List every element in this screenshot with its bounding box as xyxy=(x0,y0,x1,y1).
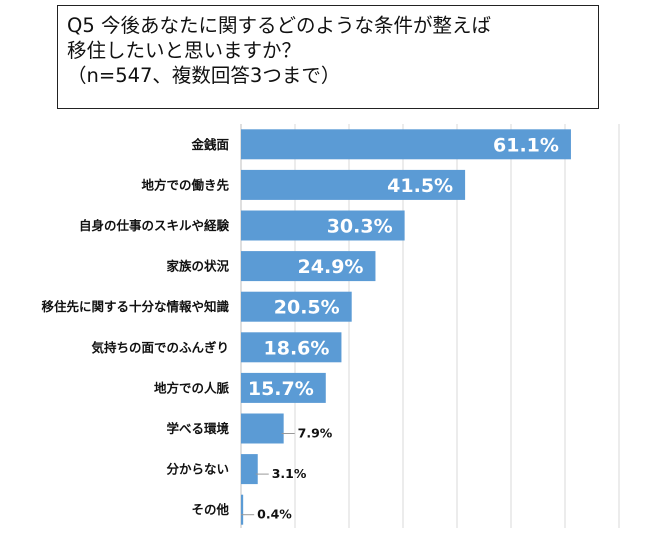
category-label: 気持ちの面でのふんぎり xyxy=(91,340,229,355)
data-label: 18.6% xyxy=(264,337,330,359)
data-label: 30.3% xyxy=(327,216,393,238)
category-label: 分からない xyxy=(166,462,229,477)
data-label: 61.1% xyxy=(493,134,559,156)
category-label: 地方での働き先 xyxy=(141,177,229,192)
category-label: 地方での人脈 xyxy=(154,380,230,395)
chart-title-line-3: （n=547、複数回答3つまで） xyxy=(67,64,341,87)
bar xyxy=(241,413,284,444)
chart-title-line-2: 移住したいと思いますか？ xyxy=(67,39,302,62)
data-label: 24.9% xyxy=(298,256,364,278)
category-label: 移住先に関する十分な情報や知識 xyxy=(41,299,229,314)
data-label: 7.9% xyxy=(298,426,333,441)
bar xyxy=(241,210,405,241)
bar xyxy=(241,129,571,160)
bar xyxy=(241,169,466,200)
data-label: 0.4% xyxy=(257,507,292,522)
category-label: その他 xyxy=(191,502,229,517)
chart-title-box: Q5 今後あなたに関するどのような条件が整えば 移住したいと思いますか？ （n=… xyxy=(57,5,599,109)
category-label: 自身の仕事のスキルや経験 xyxy=(79,218,230,233)
bar xyxy=(241,332,342,363)
category-label: 家族の状況 xyxy=(166,259,229,274)
bar xyxy=(241,251,376,282)
data-label: 41.5% xyxy=(387,175,453,197)
chart-title-line-1: Q5 今後あなたに関するどのような条件が整えば xyxy=(67,14,491,37)
data-label: 15.7% xyxy=(248,378,314,400)
category-label: 金銭面 xyxy=(190,137,229,152)
bar xyxy=(241,454,258,485)
data-label: 3.1% xyxy=(272,466,307,481)
category-label: 学べる環境 xyxy=(166,421,229,436)
bar xyxy=(241,494,244,525)
bar xyxy=(241,291,352,322)
bar xyxy=(241,372,326,403)
data-label: 20.5% xyxy=(274,297,340,319)
